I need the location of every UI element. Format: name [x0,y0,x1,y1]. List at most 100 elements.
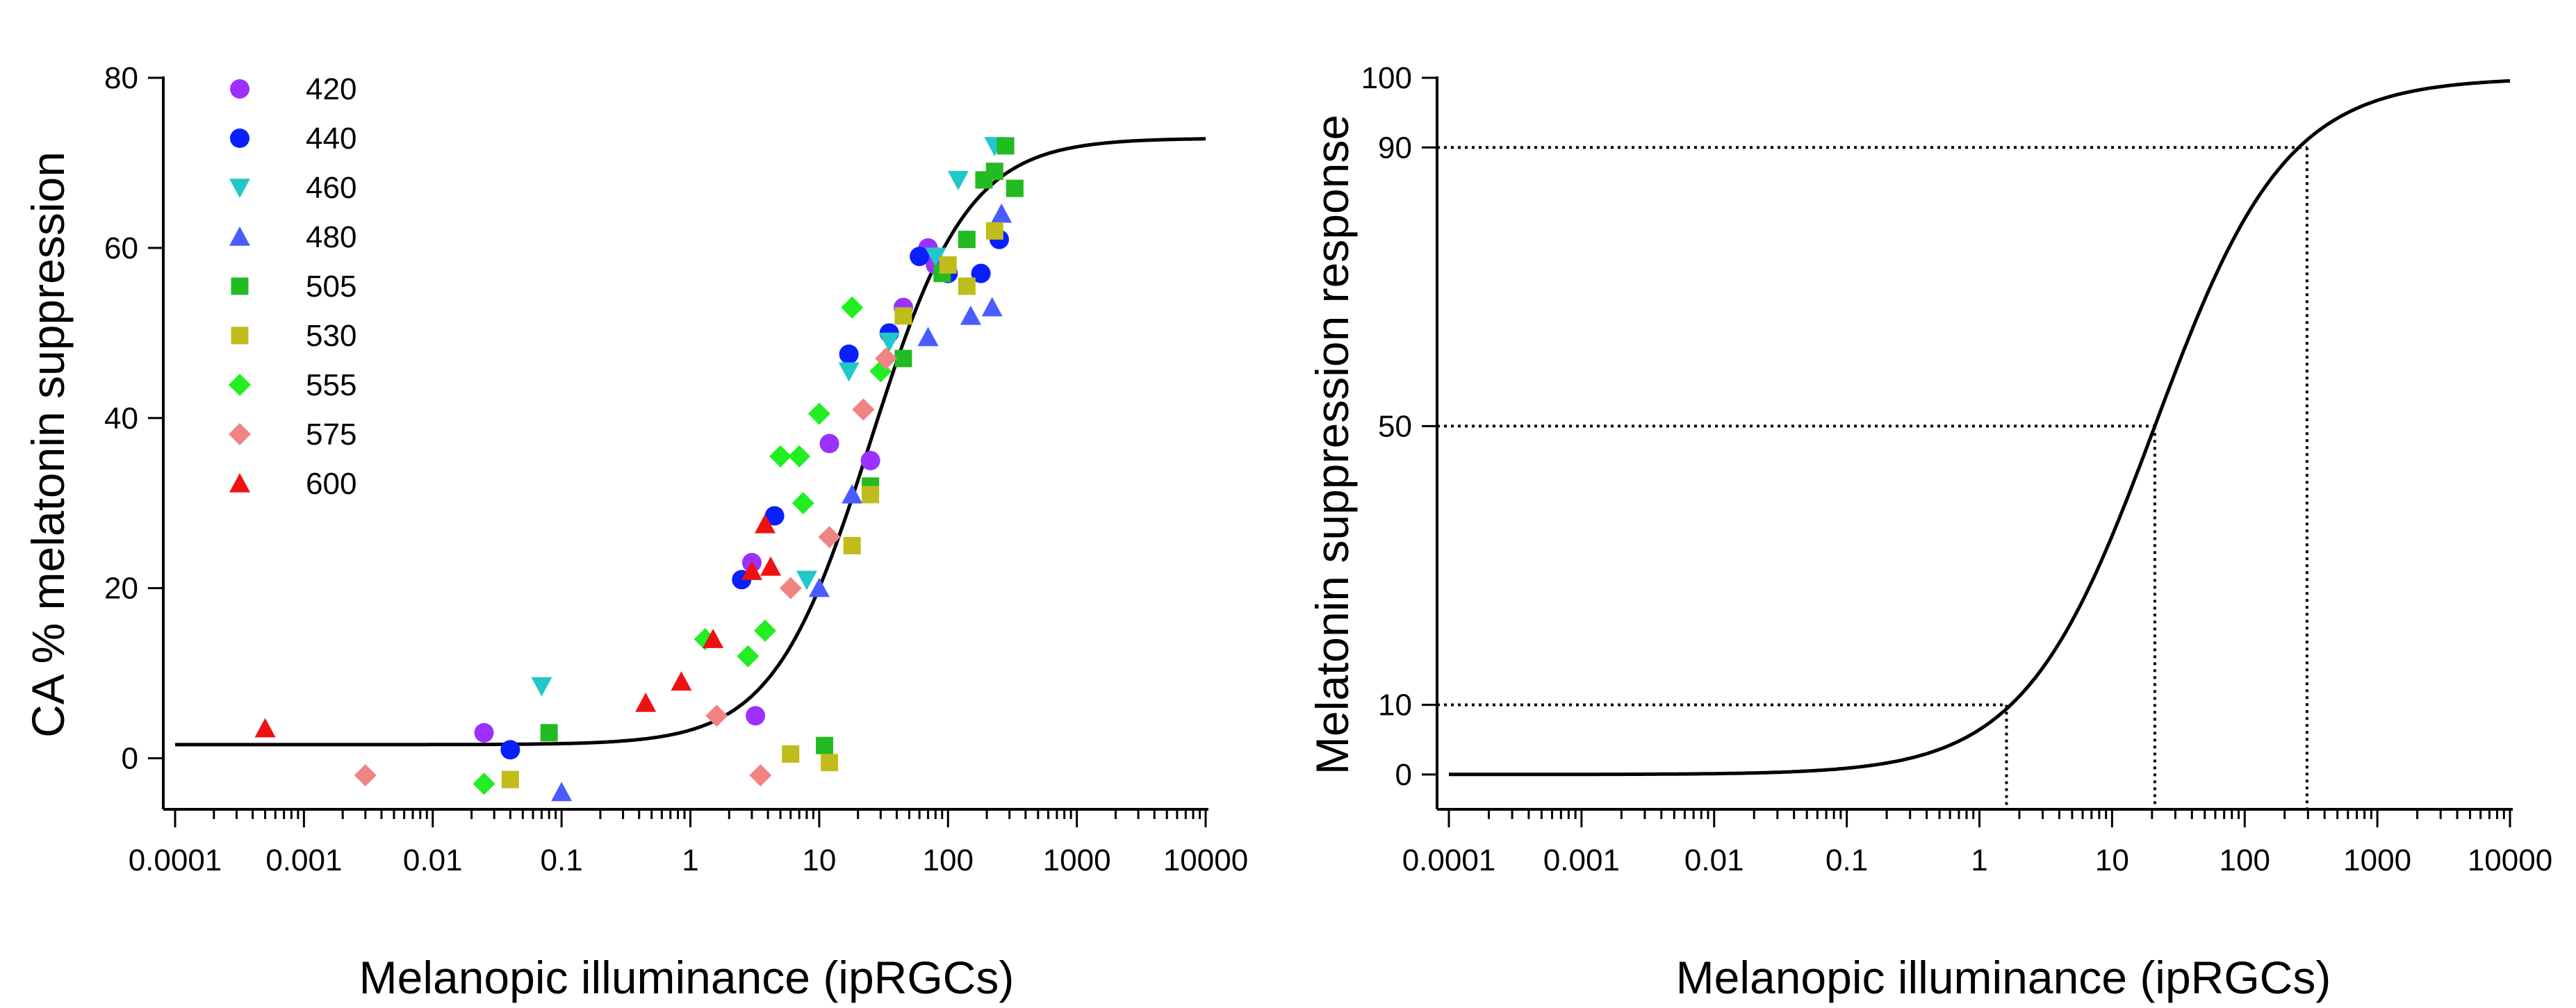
x-tick-label: 0.0001 [1402,843,1496,877]
y-tick-label: 60 [104,231,138,265]
data-point-460 [838,362,860,382]
data-point-530 [782,745,800,763]
data-point-530 [958,277,976,295]
legend-marker-530 [231,327,249,345]
data-point-440 [500,740,520,760]
data-point-600 [635,692,657,712]
left-chart-melatonin-suppression-scatter: 0.0001 0.001 0.01 0.1 1 10 100 1000 10000 0 20 40 6… [22,61,1248,1003]
data-point-440 [910,247,930,267]
right-chart-suppression-response-curve: 0.0001 0.001 0.01 0.1 1 10 100 1000 10000 0 10 50 9… [1306,61,2552,1003]
data-point-420 [474,722,494,743]
data-point-555 [807,402,830,425]
right-x-ticks: 0.0001 0.001 0.01 0.1 1 10 100 1000 10000 [1402,809,2552,877]
y-tick-label: 0 [1395,758,1412,792]
data-point-460 [947,171,969,190]
legend-label-530: 530 [306,319,356,353]
data-point-575 [779,577,802,600]
data-point-600 [703,629,724,648]
x-tick-label: 0.0001 [129,843,222,877]
legend-marker-420 [230,79,249,99]
x-tick-label: 10000 [2468,843,2552,877]
left-y-axis-title: CA % melatonin suppression [22,151,74,738]
data-point-480 [981,297,1003,317]
data-point-420 [746,706,766,726]
left-x-axis-title: Melanopic illuminance (ipRGCs) [359,952,1015,1003]
legend-label-575: 575 [306,418,356,452]
x-tick-label: 100 [923,843,974,877]
right-y-axis-title: Melatonin suppression response [1306,115,1358,775]
data-point-460 [925,247,946,267]
data-point-600 [254,718,276,738]
right-response-curve [1449,79,2511,777]
x-tick-label: 10 [2095,843,2129,877]
data-point-530 [821,754,839,772]
x-tick-label: 0.001 [1543,843,1620,877]
data-point-480 [842,484,863,504]
data-point-600 [760,556,782,576]
data-point-530 [501,770,519,788]
legend-label-460: 460 [306,171,356,205]
data-point-530 [843,536,861,554]
data-point-480 [808,577,830,597]
data-point-480 [991,203,1012,223]
x-tick-label: 100 [2220,843,2270,877]
data-point-420 [819,433,839,454]
y-tick-label: 100 [1361,61,1412,95]
data-point-555 [753,619,776,642]
left-x-ticks: 0.0001 0.001 0.01 0.1 1 10 100 1000 10000 [129,809,1248,877]
data-point-555 [791,492,814,515]
data-point-530 [985,222,1003,240]
x-tick-label: 1 [682,843,698,877]
y-tick-label: 50 [1378,409,1412,443]
legend-marker-480 [229,226,250,246]
data-point-530 [862,486,880,504]
legend-label-420: 420 [306,72,356,106]
data-point-440 [839,344,859,364]
data-point-555 [473,772,495,795]
legend-marker-600 [229,473,250,493]
data-point-460 [796,570,817,590]
data-point-420 [860,450,880,470]
x-tick-label: 0.001 [265,843,342,877]
legend-label-440: 440 [306,122,356,156]
y-tick-label: 90 [1378,131,1412,165]
legend-marker-575 [229,423,251,445]
data-point-555 [769,445,792,468]
y-tick-label: 40 [104,402,138,436]
x-tick-label: 10 [802,843,836,877]
right-y-ticks: 0 10 50 90 100 [1361,61,1437,792]
data-point-505 [958,231,976,249]
left-fit-curve [175,137,1206,747]
data-point-575 [705,704,728,727]
data-point-530 [939,256,957,274]
legend-marker-505 [231,277,249,295]
data-point-440 [764,506,785,526]
data-point-460 [531,677,552,697]
data-point-505 [816,736,834,754]
x-tick-label: 1000 [2343,843,2411,877]
right-x-axis-title: Melanopic illuminance (ipRGCs) [1676,952,2331,1003]
right-guides [1437,146,2308,809]
y-tick-label: 80 [104,61,138,95]
x-tick-label: 10000 [1163,843,1248,877]
data-point-575 [354,764,377,787]
y-tick-label: 0 [122,742,138,776]
data-point-460 [878,332,900,352]
legend-label-480: 480 [306,220,356,254]
legend-marker-460 [229,179,250,198]
data-point-600 [671,671,692,691]
data-point-505 [1006,179,1024,197]
data-point-555 [788,445,811,468]
data-point-505 [985,163,1003,181]
x-tick-label: 0.01 [1684,843,1744,877]
data-point-440 [971,263,991,283]
left-data-points [254,137,1024,802]
data-point-575 [749,764,772,787]
data-point-480 [960,305,981,325]
data-point-505 [540,724,558,742]
legend-label-505: 505 [306,270,356,304]
data-point-505 [894,349,912,367]
data-point-555 [737,645,760,668]
data-point-575 [852,398,875,421]
